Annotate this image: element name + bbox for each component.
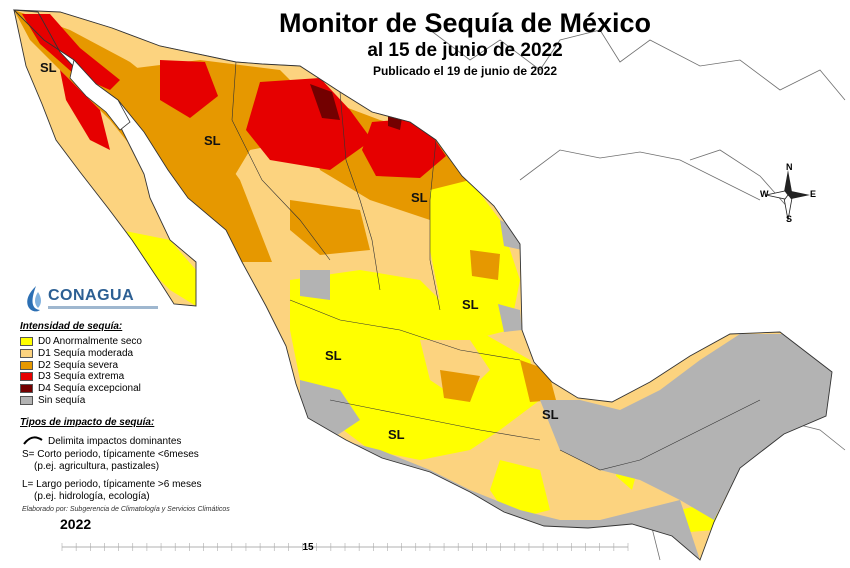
impact-long-example: (p.ej. hidrología, ecología) xyxy=(34,491,150,502)
legend-swatch xyxy=(20,337,33,347)
compass-rose: N S E W xyxy=(758,162,818,224)
legend-swatch xyxy=(20,384,33,394)
legend-item: D2 Sequía severa xyxy=(20,359,142,371)
legend-label: D4 Sequía excepcional xyxy=(38,383,141,395)
impact-long: L= Largo periodo, típicamente >6 meses xyxy=(22,479,202,490)
legend-label: D1 Sequía moderada xyxy=(38,348,134,360)
water-drop-icon xyxy=(27,286,41,312)
compass-north: N xyxy=(786,162,793,172)
timeline-current-week: 15 xyxy=(302,542,314,553)
impact-boundary: Delimita impactos dominantes xyxy=(48,436,182,447)
impact-label: SL xyxy=(411,190,428,205)
map-date: al 15 de junio de 2022 xyxy=(367,40,563,61)
legend-list: D0 Anormalmente seco D1 Sequía moderada … xyxy=(20,336,142,406)
timeline-scale xyxy=(61,543,629,551)
impact-label: SL xyxy=(462,297,479,312)
impact-label: SL xyxy=(204,133,221,148)
legend-item: D1 Sequía moderada xyxy=(20,348,142,360)
timeline-year: 2022 xyxy=(60,516,92,532)
boundary-line-icon xyxy=(23,436,43,445)
published-date: Publicado el 19 de junio de 2022 xyxy=(372,64,558,78)
legend-swatch xyxy=(20,372,33,382)
legend-label: D2 Sequía severa xyxy=(38,359,119,371)
baja-coast xyxy=(69,59,131,131)
compass-east: E xyxy=(810,189,817,199)
legend-label: D3 Sequía extrema xyxy=(38,371,125,383)
impact-label: SL xyxy=(40,60,57,75)
legend-item: D0 Anormalmente seco xyxy=(20,336,142,348)
legend-item: D4 Sequía excepcional xyxy=(20,383,142,395)
logo-wordmark: CONAGUA xyxy=(48,287,135,304)
conagua-logo: CONAGUA xyxy=(22,284,158,318)
compass-west: W xyxy=(760,189,769,199)
logo-underline xyxy=(48,306,158,309)
legend-swatch xyxy=(20,360,33,370)
impact-short-example: (p.ej. agricultura, pastizales) xyxy=(34,461,160,472)
compass-south: S xyxy=(786,214,793,224)
impact-label: SL xyxy=(388,427,405,442)
legend-label: Sin sequía xyxy=(38,394,86,406)
legend-item: D3 Sequía extrema xyxy=(20,371,142,383)
legend-swatch xyxy=(20,395,33,405)
legend-swatch xyxy=(20,349,33,359)
impact-label: SL xyxy=(542,407,559,422)
compass-icon xyxy=(765,170,810,221)
impact-label: SL xyxy=(325,348,342,363)
legend-item: Sin sequía xyxy=(20,394,142,406)
legend-heading: Intensidad de sequía: xyxy=(20,321,123,332)
legend-label: D0 Anormalmente seco xyxy=(38,336,142,348)
credit-line: Elaborado por: Subgerencia de Climatolog… xyxy=(22,506,230,513)
impact-heading: Tipos de impacto de sequía: xyxy=(20,417,155,428)
map-title: Monitor de Sequía de México xyxy=(278,8,652,38)
impact-short: S= Corto periodo, típicamente <6meses xyxy=(22,449,199,460)
